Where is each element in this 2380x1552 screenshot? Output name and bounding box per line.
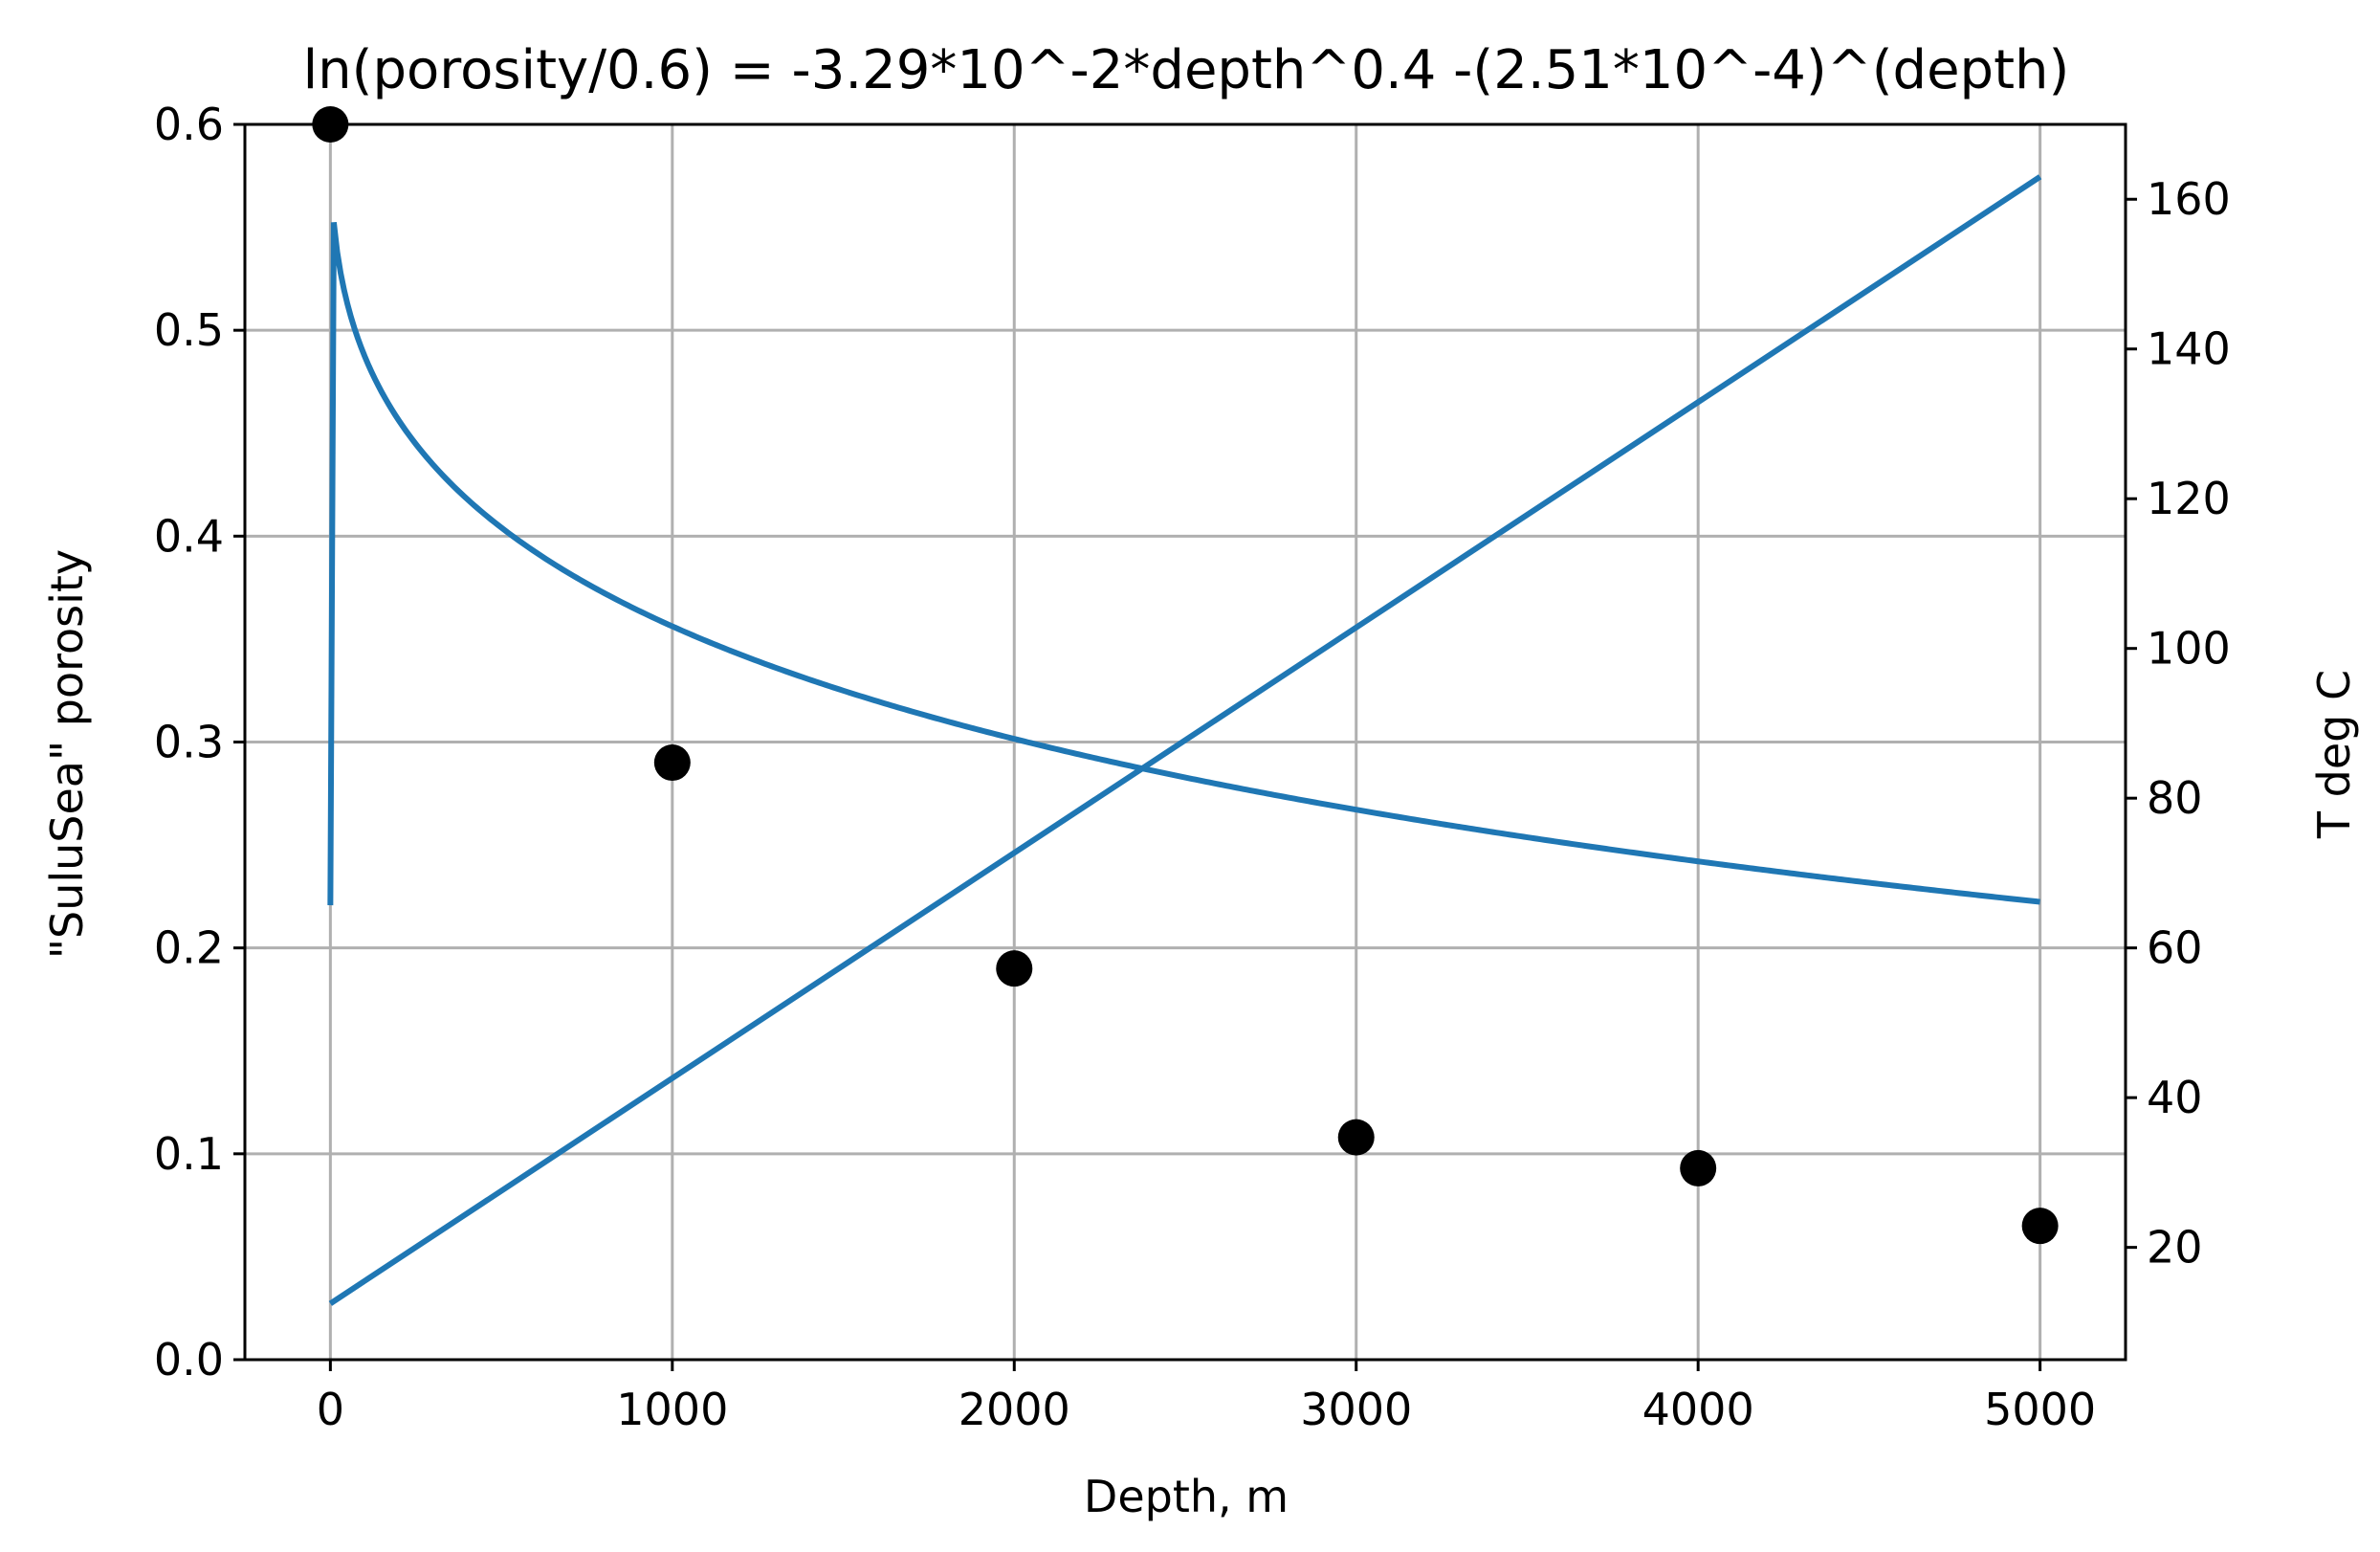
- y2-tick-label: 120: [2147, 473, 2231, 524]
- y-tick-label: 0.0: [154, 1334, 224, 1386]
- x-tick-label: 3000: [1300, 1384, 1412, 1435]
- ticks: 0 1000 2000 3000 4000 5000 0.0 0.1 0.2 0.3 0.4 0.5 0…: [154, 99, 2231, 1435]
- x-tick-label: 2000: [959, 1384, 1070, 1435]
- porosity-fit-curve: [327, 222, 2040, 906]
- y2-tick-label: 40: [2147, 1072, 2203, 1123]
- porosity-data-point: [996, 950, 1033, 987]
- y-tick-label: 0.3: [154, 717, 224, 768]
- series: [312, 106, 2059, 1306]
- y-tick-label: 0.4: [154, 510, 224, 562]
- porosity-data-point: [2021, 1208, 2059, 1245]
- x-tick-label: 0: [317, 1384, 344, 1435]
- x-tick-label: 1000: [616, 1384, 728, 1435]
- y-axis-title: "SuluSea" porosity: [41, 549, 93, 959]
- y2-tick-label: 60: [2147, 922, 2203, 974]
- y2-tick-label: 140: [2147, 323, 2231, 375]
- x-tick-label: 5000: [1984, 1384, 2096, 1435]
- temperature-line: [328, 174, 2042, 1306]
- y2-tick-label: 80: [2147, 772, 2203, 824]
- y-tick-label: 0.5: [154, 304, 224, 356]
- y2-tick-label: 160: [2147, 173, 2231, 225]
- y-tick-label: 0.6: [154, 99, 224, 150]
- y2-tick-label: 20: [2147, 1222, 2203, 1274]
- porosity-data-point: [1680, 1149, 1717, 1186]
- x-tick-label: 4000: [1642, 1384, 1754, 1435]
- y-tick-label: 0.2: [154, 922, 224, 974]
- porosity-data-point: [1337, 1119, 1375, 1156]
- y-tick-label: 0.1: [154, 1128, 224, 1180]
- y2-axis-title: T deg C: [2308, 670, 2360, 839]
- x-axis-title: Depth, m: [1084, 1471, 1289, 1522]
- porosity-data-point: [653, 744, 691, 782]
- y2-tick-label: 100: [2147, 623, 2231, 675]
- chart-title: ln(porosity/0.6) = -3.29*10^-2*depth^0.4…: [303, 39, 2070, 101]
